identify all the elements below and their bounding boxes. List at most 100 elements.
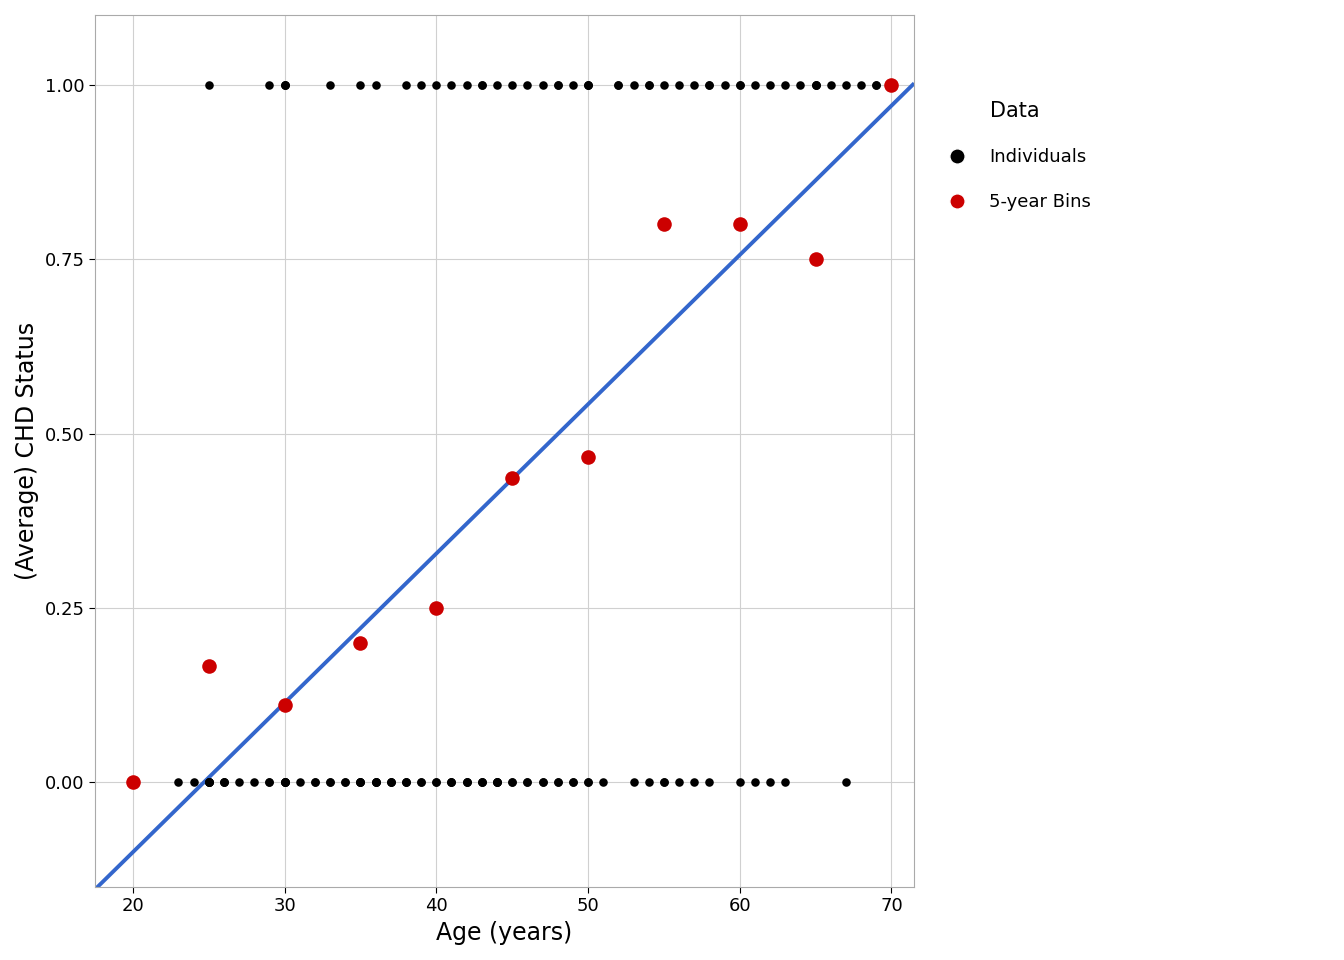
Point — [122, 775, 144, 790]
Point — [547, 775, 569, 790]
Point — [774, 775, 796, 790]
Point — [472, 77, 493, 92]
Point — [622, 77, 644, 92]
Point — [638, 77, 660, 92]
Point — [668, 77, 689, 92]
Point — [183, 775, 204, 790]
Point — [607, 77, 629, 92]
Point — [349, 775, 371, 790]
Point — [532, 775, 554, 790]
Point — [728, 775, 750, 790]
Point — [214, 775, 235, 790]
Point — [456, 775, 477, 790]
Point — [472, 77, 493, 92]
Point — [410, 77, 431, 92]
Point — [274, 775, 296, 790]
Point — [487, 775, 508, 790]
Point — [274, 77, 296, 92]
Point — [501, 775, 523, 790]
Point — [364, 775, 386, 790]
Point — [728, 77, 750, 92]
Point — [532, 77, 554, 92]
Point — [487, 775, 508, 790]
Point — [547, 77, 569, 92]
Point — [349, 77, 371, 92]
Point — [214, 775, 235, 790]
Point — [880, 77, 902, 92]
Point — [410, 775, 431, 790]
Point — [395, 775, 417, 790]
Point — [426, 775, 448, 790]
Point — [441, 775, 462, 790]
Point — [562, 775, 583, 790]
Point — [441, 775, 462, 790]
Point — [532, 775, 554, 790]
Point — [790, 77, 812, 92]
Point — [547, 775, 569, 790]
Point — [759, 775, 781, 790]
Point — [668, 775, 689, 790]
Point — [320, 775, 341, 790]
Point — [487, 77, 508, 92]
Point — [198, 775, 219, 790]
Point — [578, 77, 599, 92]
Point — [364, 775, 386, 790]
Point — [395, 775, 417, 790]
Point — [410, 775, 431, 790]
Legend: Individuals, 5-year Bins: Individuals, 5-year Bins — [931, 94, 1098, 219]
Point — [380, 775, 402, 790]
Point — [820, 77, 841, 92]
Point — [805, 77, 827, 92]
Point — [653, 775, 675, 790]
Point — [304, 775, 325, 790]
Point — [472, 775, 493, 790]
Point — [274, 77, 296, 92]
Point — [274, 775, 296, 790]
Point — [274, 775, 296, 790]
Point — [653, 217, 675, 232]
Point — [880, 77, 902, 92]
Point — [274, 775, 296, 790]
Point — [320, 77, 341, 92]
Point — [578, 775, 599, 790]
Point — [653, 77, 675, 92]
Point — [653, 775, 675, 790]
Point — [364, 775, 386, 790]
Point — [759, 77, 781, 92]
Point — [258, 775, 280, 790]
Point — [638, 77, 660, 92]
Point — [349, 775, 371, 790]
Point — [198, 659, 219, 674]
Point — [320, 775, 341, 790]
Point — [228, 775, 250, 790]
Point — [866, 77, 887, 92]
Point — [395, 77, 417, 92]
Point — [441, 775, 462, 790]
Point — [168, 775, 190, 790]
Point — [349, 636, 371, 651]
Point — [805, 77, 827, 92]
Point — [122, 775, 144, 790]
Point — [562, 775, 583, 790]
Point — [607, 77, 629, 92]
Point — [866, 77, 887, 92]
Point — [487, 775, 508, 790]
X-axis label: Age (years): Age (years) — [437, 921, 573, 945]
Point — [198, 775, 219, 790]
Point — [289, 775, 310, 790]
Point — [501, 77, 523, 92]
Point — [880, 77, 902, 92]
Point — [745, 775, 766, 790]
Point — [274, 775, 296, 790]
Point — [198, 775, 219, 790]
Point — [805, 252, 827, 267]
Point — [714, 77, 735, 92]
Point — [426, 600, 448, 615]
Point — [593, 775, 614, 790]
Point — [380, 775, 402, 790]
Point — [638, 775, 660, 790]
Point — [684, 77, 706, 92]
Point — [578, 77, 599, 92]
Y-axis label: (Average) CHD Status: (Average) CHD Status — [15, 322, 39, 580]
Point — [349, 775, 371, 790]
